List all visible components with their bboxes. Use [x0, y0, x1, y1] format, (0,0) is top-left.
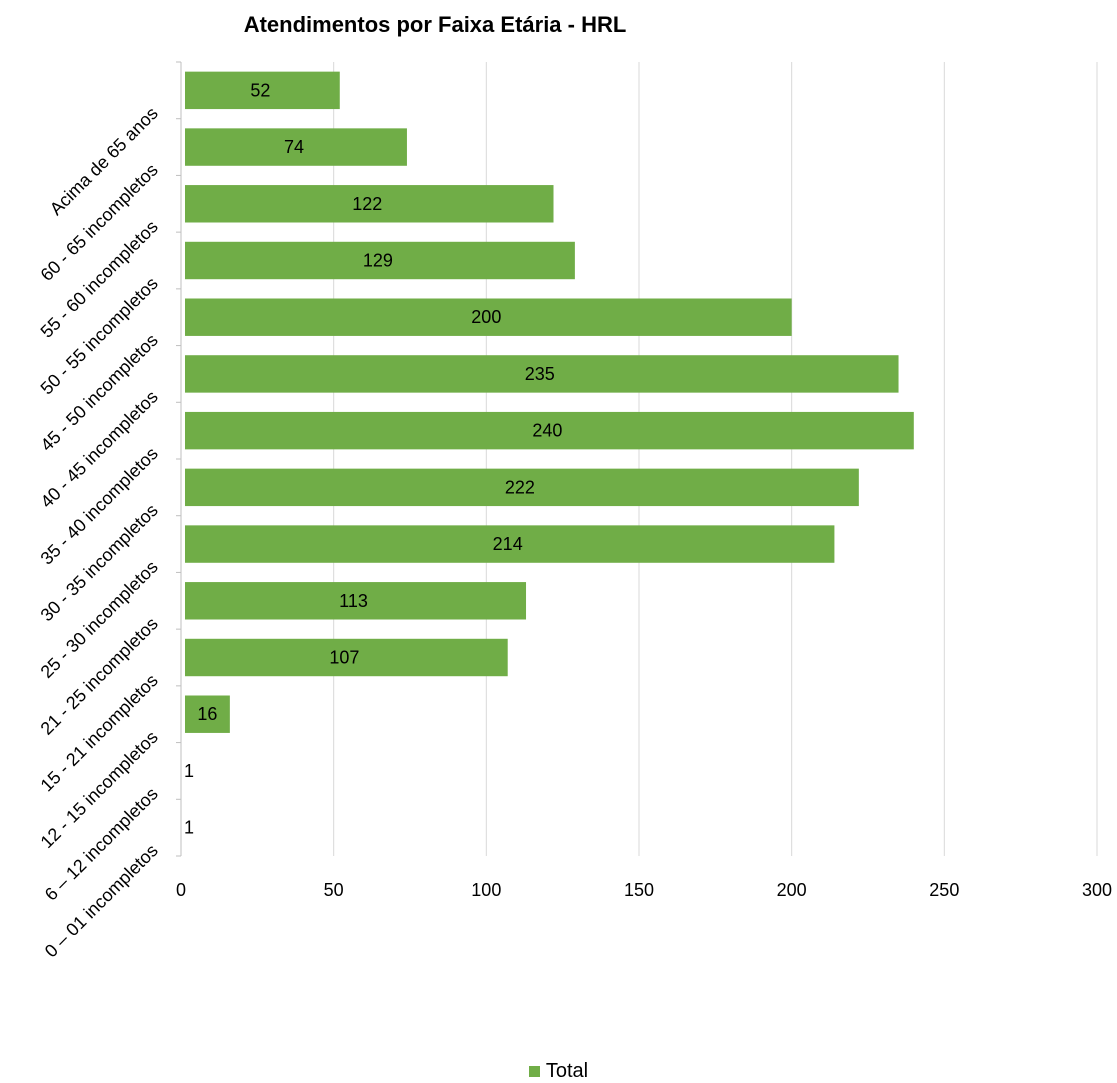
bar: [185, 525, 835, 563]
x-tick-label: 200: [777, 880, 807, 900]
data-label: 107: [329, 648, 359, 668]
category-label: Acima de 65 anos: [46, 103, 162, 219]
bar: [185, 128, 407, 166]
data-label: 52: [250, 80, 270, 100]
bar: [185, 411, 914, 450]
x-tick-label: 250: [929, 880, 959, 900]
legend-swatch: [528, 1066, 540, 1077]
data-label: 235: [525, 364, 555, 384]
data-label: 113: [339, 591, 368, 611]
bar: [185, 241, 575, 280]
legend: Total: [0, 1060, 1117, 1083]
bar: [185, 355, 899, 393]
bar: [185, 185, 554, 223]
bar: [185, 71, 340, 110]
data-label: 16: [197, 704, 217, 724]
bar: [185, 638, 508, 677]
category-label: 0 – 01 incompletos: [41, 840, 162, 961]
data-label: 200: [471, 307, 501, 327]
data-label: 240: [532, 421, 562, 441]
data-label: 1: [184, 818, 194, 838]
x-tick-label: 50: [324, 880, 344, 900]
legend-label: Total: [545, 1060, 589, 1082]
data-label: 1: [184, 761, 194, 781]
x-tick-label: 100: [471, 880, 501, 900]
chart-title: Atendimentos por Faixa Etária - HRL: [243, 12, 627, 37]
x-tick-label: 0: [176, 880, 186, 900]
data-label: 222: [505, 477, 535, 497]
data-label: 214: [493, 534, 523, 554]
bar: [185, 695, 230, 733]
data-label: 129: [363, 251, 393, 271]
data-label: 122: [352, 194, 382, 214]
x-tick-label: 150: [624, 880, 654, 900]
bar: [185, 582, 527, 620]
bar: [185, 468, 859, 507]
data-label: 74: [284, 137, 304, 157]
x-tick-label: 300: [1082, 880, 1112, 900]
bar: [185, 298, 792, 336]
